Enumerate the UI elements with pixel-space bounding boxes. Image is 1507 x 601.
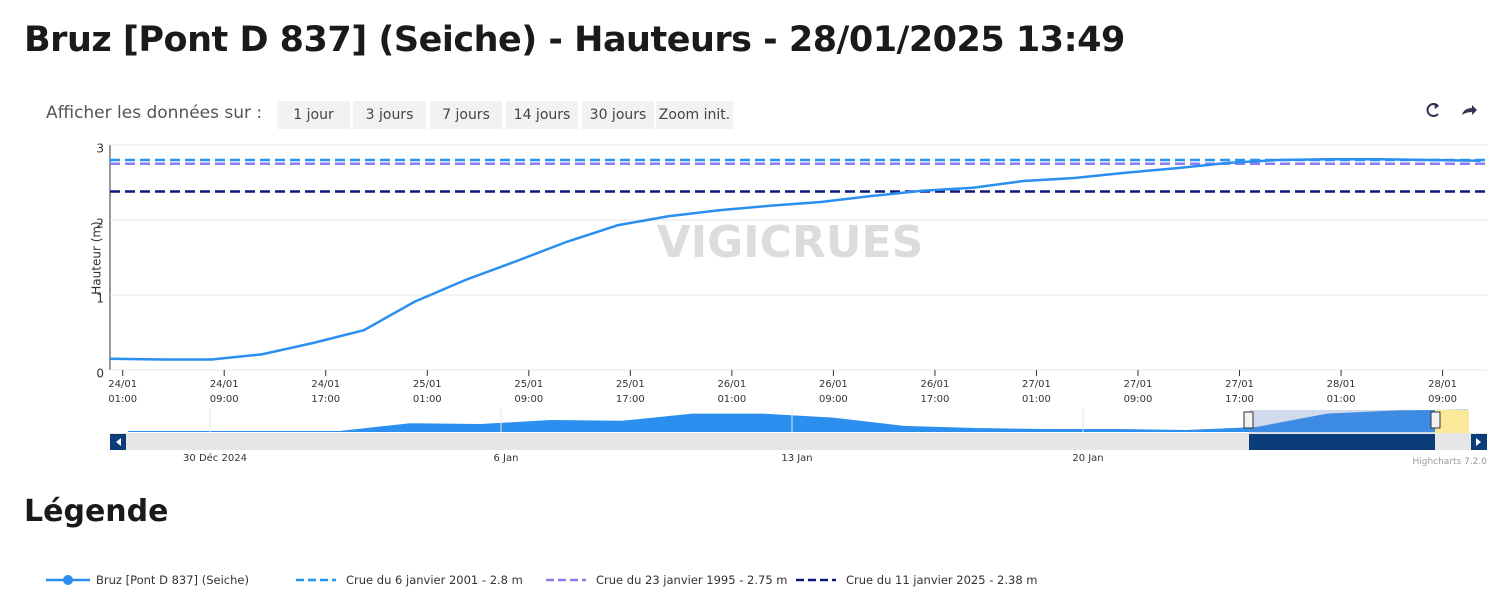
range-button[interactable]: 14 jours — [506, 101, 578, 129]
legend-item[interactable]: Bruz [Pont D 837] (Seiche) — [46, 573, 249, 587]
page-title: Bruz [Pont D 837] (Seiche) - Hauteurs - … — [24, 20, 1125, 60]
x-tick-label: 27/01 17:00 — [1225, 379, 1254, 405]
range-button[interactable]: 3 jours — [353, 101, 426, 129]
navigator-handle[interactable] — [1430, 411, 1441, 429]
y-tick-label: 1 — [96, 292, 104, 306]
navigator-mask — [1249, 410, 1435, 433]
navigator-tick-label: 13 Jan — [781, 453, 812, 464]
legend-label: Crue du 11 janvier 2025 - 2.38 m — [846, 573, 1038, 587]
navigator-handle[interactable] — [1243, 411, 1254, 429]
x-tick-label: 24/01 09:00 — [209, 379, 239, 405]
credits: Highcharts 7.2.0 — [1412, 457, 1487, 467]
range-button[interactable]: Zoom init. — [656, 101, 733, 129]
scrollbar-track — [110, 433, 1487, 450]
x-tick-label: 24/01 17:00 — [311, 379, 341, 405]
share-icon[interactable] — [1462, 105, 1477, 115]
navigator-tick-label: 20 Jan — [1072, 453, 1103, 464]
x-tick-label: 25/01 09:00 — [514, 379, 544, 405]
x-tick-label: 25/01 17:00 — [615, 379, 645, 405]
x-tick-label: 27/01 09:00 — [1123, 379, 1153, 405]
x-tick-label: 24/01 01:00 — [108, 379, 138, 405]
y-tick-label: 0 — [96, 367, 104, 381]
legend-symbol — [296, 578, 336, 582]
navigator-tick-label: 6 Jan — [494, 453, 519, 464]
x-tick-label: 26/01 17:00 — [920, 379, 950, 405]
refresh-icon[interactable] — [1426, 103, 1439, 117]
legend-label: Crue du 6 janvier 2001 - 2.8 m — [346, 573, 523, 587]
y-tick-label: 2 — [96, 217, 104, 231]
navigator-area — [128, 409, 1468, 432]
chart: VIGICRUES Hauteur (m) 0 1 2 3 30 Déc 2024 6 J… — [90, 142, 1488, 468]
series-line — [109, 158, 1481, 361]
legend-item[interactable]: Crue du 23 janvier 1995 - 2.75 m — [546, 573, 788, 587]
range-button[interactable]: 7 jours — [430, 101, 502, 129]
range-button[interactable]: 30 jours — [582, 101, 654, 129]
legend-symbol — [546, 578, 586, 582]
x-tick-label: 26/01 01:00 — [717, 379, 747, 405]
x-tick-label: 28/01 01:00 — [1326, 379, 1356, 405]
navigator-forecast — [1435, 410, 1469, 433]
x-tick-label: 25/01 01:00 — [412, 379, 442, 405]
chart-icons — [1426, 103, 1477, 117]
y-axis-label: Hauteur (m) — [90, 221, 104, 294]
x-tick-label: 26/01 09:00 — [818, 379, 848, 405]
toolbar-label: Afficher les données sur : — [46, 103, 263, 123]
legend-title: Légende — [24, 494, 169, 529]
navigator-tick-label: 30 Déc 2024 — [183, 452, 247, 464]
legend-symbol — [796, 578, 836, 582]
y-tick-label: 3 — [96, 142, 104, 156]
range-button[interactable]: 1 jour — [277, 101, 350, 129]
x-tick-label: 27/01 01:00 — [1022, 379, 1051, 405]
legend-item[interactable]: Crue du 6 janvier 2001 - 2.8 m — [296, 573, 523, 587]
legend-item[interactable]: Crue du 11 janvier 2025 - 2.38 m — [796, 573, 1038, 587]
scroll-thumb[interactable] — [1249, 434, 1435, 450]
watermark: VIGICRUES — [657, 217, 924, 268]
legend-symbol — [46, 575, 90, 585]
legend-label: Crue du 23 janvier 1995 - 2.75 m — [596, 573, 788, 587]
legend-label: Bruz [Pont D 837] (Seiche) — [96, 573, 249, 587]
x-tick-label: 28/01 09:00 — [1428, 379, 1457, 405]
